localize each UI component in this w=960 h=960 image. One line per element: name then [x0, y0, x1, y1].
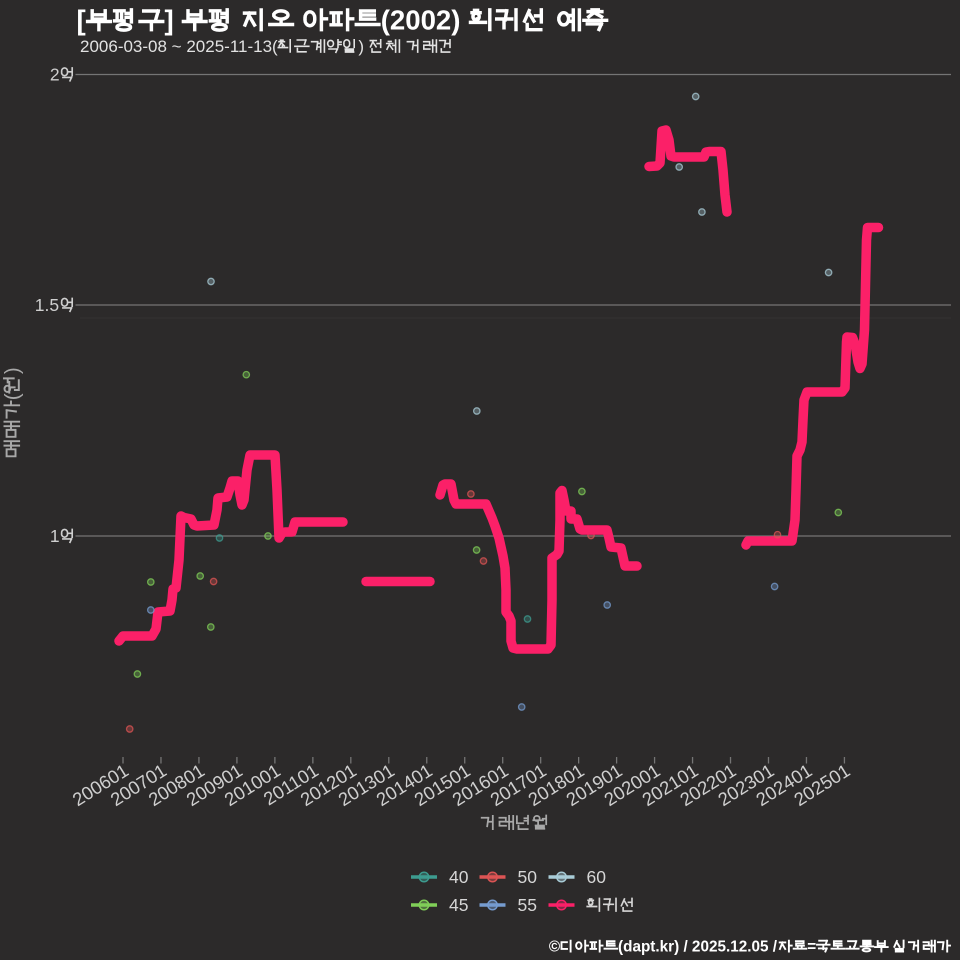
- svg-text:1: 1: [50, 526, 60, 546]
- svg-text:1.5: 1.5: [35, 295, 59, 315]
- svg-text:(2002): (2002): [381, 5, 468, 36]
- svg-text:]: ]: [165, 5, 182, 36]
- svg-text:60: 60: [587, 867, 607, 887]
- svg-text:): ): [358, 37, 368, 56]
- svg-text:(: (: [1, 393, 24, 400]
- svg-text:40: 40: [449, 867, 469, 887]
- svg-text:50: 50: [518, 867, 538, 887]
- svg-text:[: [: [77, 5, 86, 36]
- svg-text:2006-03-08 ~ 2025-11-13(: 2006-03-08 ~ 2025-11-13(: [80, 37, 278, 56]
- svg-text:2: 2: [50, 65, 60, 85]
- svg-text:45: 45: [449, 895, 468, 915]
- svg-text:): ): [1, 367, 24, 374]
- svg-text:=: =: [807, 939, 816, 956]
- svg-text:55: 55: [518, 895, 537, 915]
- svg-text:(dapt.kr) / 2025.12.05 /: (dapt.kr) / 2025.12.05 /: [618, 939, 781, 956]
- svg-text:©: ©: [549, 939, 561, 956]
